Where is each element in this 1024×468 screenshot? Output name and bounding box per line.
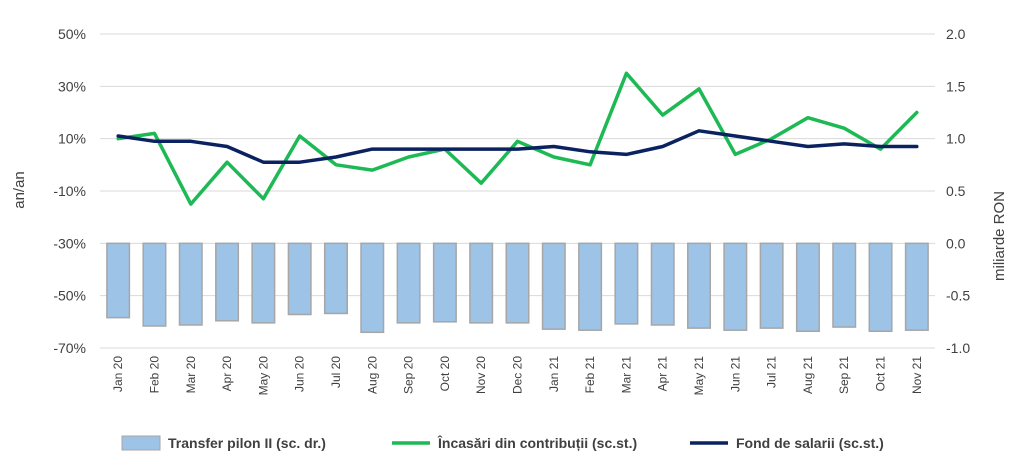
contributions-line — [116, 71, 919, 206]
x-tick-label: Oct 20 — [438, 356, 452, 392]
x-tick-label: May 21 — [692, 356, 706, 396]
x-tick-label: Aug 21 — [801, 356, 815, 394]
bar — [432, 242, 457, 323]
x-tick-label: Jan 21 — [547, 356, 561, 392]
legend-item: Transfer pilon II (sc. dr.) — [121, 435, 326, 451]
bar — [215, 242, 240, 322]
bar — [323, 242, 348, 315]
legend-label: Încasări din contribuții (sc.st.) — [437, 434, 637, 451]
x-tick-label: Jun 21 — [728, 356, 742, 392]
right-tick-label: 2.0 — [946, 26, 966, 42]
left-tick-label: -30% — [53, 235, 86, 251]
legend: Transfer pilon II (sc. dr.) Încasări din … — [121, 434, 884, 451]
legend-swatch — [121, 435, 161, 451]
left-tick-label: -50% — [53, 288, 86, 304]
x-tick-label: Feb 20 — [147, 356, 161, 394]
x-tick-label: Jul 21 — [765, 356, 779, 388]
bar — [795, 242, 820, 333]
left-tick-label: -10% — [53, 183, 86, 199]
right-tick-label: 0.0 — [946, 235, 966, 251]
x-tick-label: Jan 20 — [111, 356, 125, 392]
left-axis-ticks: 50% 30% 10% -10% -30% -50% -70% — [53, 26, 86, 356]
x-tick-label: Nov 21 — [910, 356, 924, 394]
bar — [904, 242, 929, 331]
x-tick-label: Apr 20 — [220, 356, 234, 392]
right-tick-label: 0.5 — [946, 183, 966, 199]
x-tick-label: Oct 21 — [874, 356, 888, 392]
bar — [469, 242, 494, 324]
right-axis-ticks: 2.0 1.5 1.0 0.5 0.0 -0.5 -1.0 — [946, 26, 970, 356]
x-tick-label: Dec 20 — [511, 356, 525, 394]
legend-label: Transfer pilon II (sc. dr.) — [168, 435, 326, 451]
bar — [832, 242, 857, 328]
x-tick-label: Feb 21 — [583, 356, 597, 394]
bar — [396, 242, 421, 324]
bar — [541, 242, 566, 330]
x-tick-label: Jul 20 — [329, 356, 343, 388]
bar — [868, 242, 893, 333]
legend-item: Încasări din contribuții (sc.st.) — [392, 434, 637, 451]
x-tick-label: Mar 20 — [184, 356, 198, 394]
x-axis-ticks: Jan 20 Feb 20 Mar 20 Apr 20 May 20 Jun 20 Jul … — [111, 356, 924, 396]
bar-series — [106, 242, 929, 334]
x-tick-label: Mar 21 — [619, 356, 633, 394]
x-tick-label: Sep 20 — [402, 356, 416, 394]
left-tick-label: 50% — [58, 26, 86, 42]
bar — [360, 242, 385, 334]
x-tick-label: Apr 21 — [656, 356, 670, 392]
right-tick-label: -0.5 — [946, 288, 970, 304]
bar — [106, 242, 131, 319]
bar — [614, 242, 639, 325]
x-tick-label: Aug 20 — [365, 356, 379, 394]
right-tick-label: 1.5 — [946, 78, 966, 94]
legend-label: Fond de salarii (sc.st.) — [736, 435, 884, 451]
bar — [251, 242, 276, 324]
right-tick-label: -1.0 — [946, 340, 970, 356]
bar — [178, 242, 203, 326]
x-tick-label: May 20 — [256, 356, 270, 396]
left-tick-label: 10% — [58, 131, 86, 147]
bar — [759, 242, 784, 329]
wage-fund-line — [116, 129, 919, 164]
bar — [505, 242, 530, 324]
bar — [723, 242, 748, 331]
bar — [650, 242, 675, 326]
bar — [142, 242, 167, 327]
right-axis-title: miliarde RON — [991, 191, 1008, 281]
x-tick-label: Jun 20 — [293, 356, 307, 392]
bar — [687, 242, 712, 329]
line-series — [116, 71, 919, 206]
bar — [578, 242, 603, 331]
left-tick-label: -70% — [53, 340, 86, 356]
right-tick-label: 1.0 — [946, 131, 966, 147]
x-tick-label: Nov 20 — [474, 356, 488, 394]
left-tick-label: 30% — [58, 78, 86, 94]
left-axis-title: an/an — [11, 171, 28, 209]
bar — [287, 242, 312, 316]
legend-item: Fond de salarii (sc.st.) — [690, 435, 884, 451]
x-tick-label: Sep 21 — [837, 356, 851, 394]
